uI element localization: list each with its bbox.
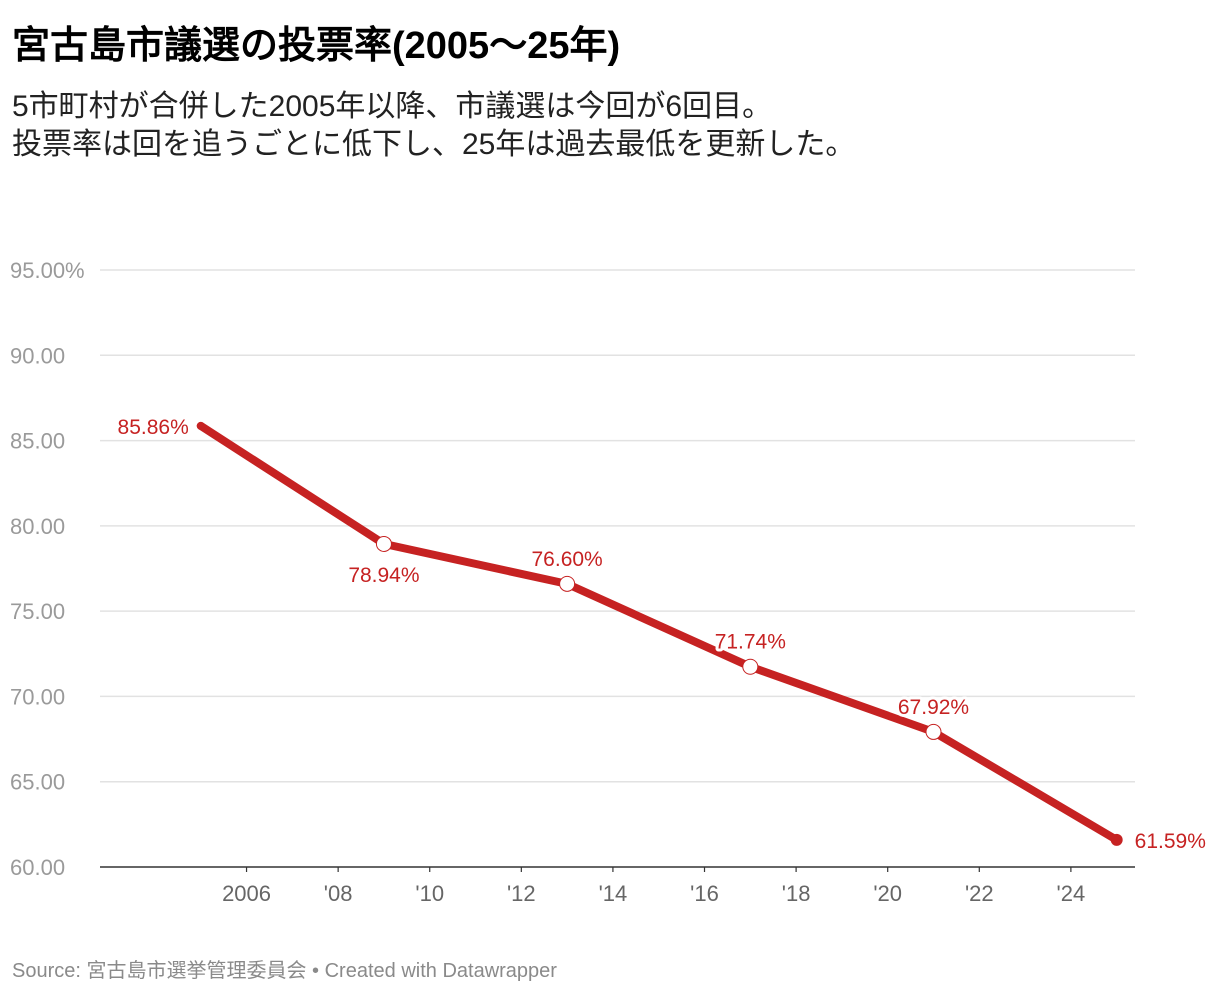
subtitle-line-1: 5市町村が合併した2005年以降、市議選は今回が6回目。 xyxy=(12,90,773,123)
data-label-halo: 76.60% xyxy=(532,548,603,571)
data-label: 61.59% xyxy=(1135,830,1206,853)
data-point xyxy=(925,723,942,740)
footer-separator: • xyxy=(306,960,325,982)
x-tick-label: '12 xyxy=(507,881,536,906)
x-tick-label: 2006 xyxy=(222,881,271,906)
y-tick-label: 65.00 xyxy=(10,770,65,795)
chart-title: 宮古島市議選の投票率(2005〜25年) xyxy=(12,25,621,67)
data-point xyxy=(196,421,205,430)
y-tick-label: 60.00 xyxy=(10,855,65,880)
source-name: 宮古島市選挙管理委員会 xyxy=(86,960,307,982)
y-tick-label: 90.00 xyxy=(10,343,65,368)
data-point xyxy=(1110,833,1123,846)
source-footer: Source: 宮古島市選挙管理委員会 • Created with Dataw… xyxy=(12,954,557,983)
x-tick-label: '14 xyxy=(599,881,628,906)
data-label: 78.94% xyxy=(348,564,419,587)
subtitle-line-2: 投票率は回を追うごとに低下し、25年は過去最低を更新した。 xyxy=(12,128,856,161)
gridlines xyxy=(100,269,1135,783)
source-label: Source: xyxy=(12,960,87,982)
x-tick-label: '22 xyxy=(965,881,994,906)
data-point xyxy=(375,535,392,552)
chart-subtitle: 5市町村が合併した2005年以降、市議選は今回が6回目。 投票率は回を追うごとに… xyxy=(12,88,1202,164)
line-chart: 60.00 65.00 70.00 75.00 80.00 85.00 90.00 95.00… xyxy=(10,258,1209,906)
data-label-halo: 71.74% xyxy=(715,631,786,654)
y-axis: 60.00 65.00 70.00 75.00 80.00 85.00 90.00 95.00… xyxy=(10,258,85,880)
x-tick-label: '10 xyxy=(415,881,444,906)
data-labels: 85.86%85.86%78.94%78.94%76.60%76.60%71.7… xyxy=(115,413,1209,856)
x-tick-label: '16 xyxy=(690,881,719,906)
data-label: 76.60% xyxy=(532,548,603,571)
y-tick-label: 80.00 xyxy=(10,514,65,539)
data-label: 67.92% xyxy=(898,696,969,719)
data-label: 85.86% xyxy=(118,416,189,439)
data-label-halo: 61.59% xyxy=(1135,830,1206,853)
data-label-halo: 78.94% xyxy=(348,564,419,587)
series xyxy=(196,421,1123,846)
x-tick-label: '18 xyxy=(782,881,811,906)
y-tick-label: 75.00 xyxy=(10,599,65,624)
y-tick-label: 95.00% xyxy=(10,258,85,283)
x-tick-label: '08 xyxy=(324,881,353,906)
data-label: 71.74% xyxy=(715,631,786,654)
data-point xyxy=(559,575,576,592)
x-axis: 2006 '08 '10 '12 '14 '16 '18 '20 '22 '24 xyxy=(222,867,1085,906)
data-label-halo: 67.92% xyxy=(898,696,969,719)
x-tick-label: '24 xyxy=(1057,881,1086,906)
y-tick-label: 70.00 xyxy=(10,684,65,709)
credit-link[interactable]: Created with Datawrapper xyxy=(324,960,557,982)
data-point xyxy=(742,658,759,675)
y-tick-label: 85.00 xyxy=(10,429,65,454)
data-label-halo: 85.86% xyxy=(118,416,189,439)
series-line xyxy=(196,421,1121,844)
x-tick-label: '20 xyxy=(873,881,902,906)
